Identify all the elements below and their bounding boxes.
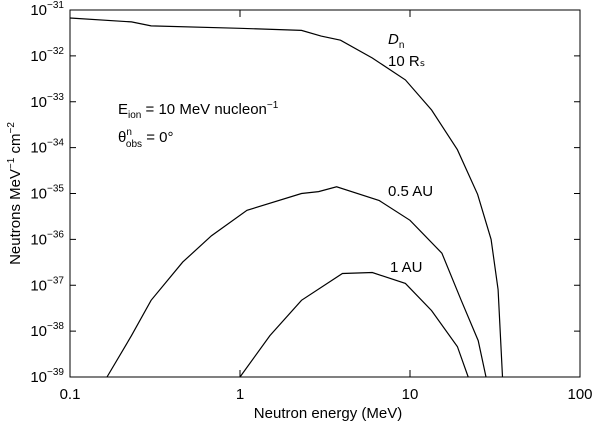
annotation: θn obs = 0° [118, 127, 173, 150]
annotation: Dn [388, 31, 404, 51]
plot-frame [69, 9, 581, 378]
y-tick-label: 10−37 [30, 275, 64, 294]
annotation: Eion = 10 MeV nucleon−1 [118, 100, 279, 121]
y-tick-label: 10−39 [30, 367, 64, 386]
x-tick-label: 10 [402, 386, 419, 403]
x-axis-title: Neutron energy (MeV) [254, 405, 402, 422]
y-axis-title-part: −2 [6, 122, 17, 134]
y-axis-title-part: −1 [6, 157, 17, 169]
data-line [239, 271, 469, 378]
y-tick-label: 10−38 [30, 321, 64, 340]
y-axis-title: Neutrons MeV−1 cm−2 [6, 122, 24, 265]
x-tick-label: 100 [567, 386, 592, 403]
y-tick-label: 10−36 [30, 229, 64, 248]
y-tick-label: 10−31 [30, 0, 64, 19]
annotation-part: = 10 MeV nucleon [141, 101, 267, 118]
x-tick-label: 1 [236, 386, 244, 403]
annotation-part: −1 [267, 100, 279, 111]
annotation-part: θ [118, 129, 126, 146]
annotation-part: n [126, 127, 132, 138]
annotation-part: D [388, 31, 399, 48]
y-tick-label: 10−33 [30, 92, 64, 111]
annotation-part: E [118, 101, 128, 118]
y-tick-label: 10−35 [30, 184, 64, 203]
y-tick-label: 10−34 [30, 138, 64, 157]
annotation-part: obs [126, 139, 142, 150]
data-line [106, 186, 487, 378]
series-label: 10 Rₛ [388, 53, 425, 70]
data-line [69, 17, 504, 378]
y-tick-label: 10−32 [30, 46, 64, 65]
annotation-part: = 0° [142, 129, 173, 146]
x-tick-label: 0.1 [60, 386, 81, 403]
series-label: 0.5 AU [388, 183, 433, 200]
annotation-part: ion [128, 110, 141, 121]
y-axis-title-part: Neutrons MeV [7, 169, 24, 265]
annotation-part: n [399, 40, 405, 51]
series-label: 1 AU [390, 259, 423, 276]
y-axis-title-part: cm [7, 133, 24, 157]
